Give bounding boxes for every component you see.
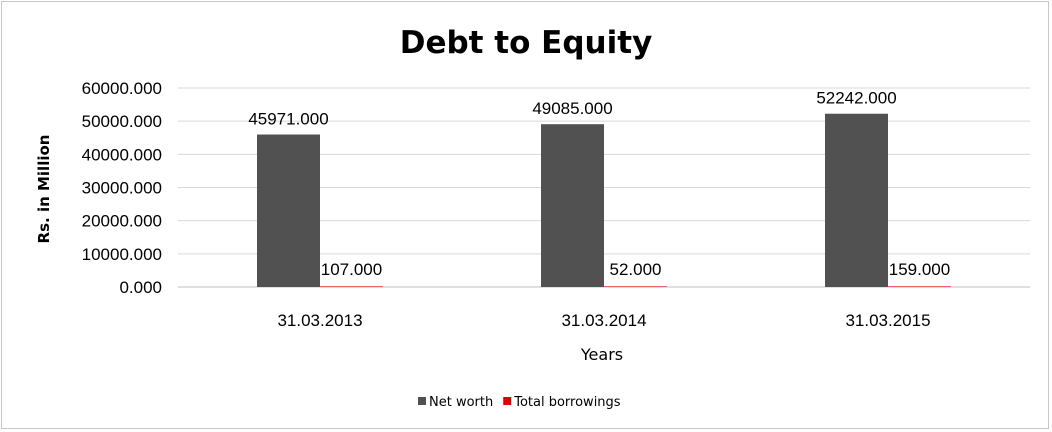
category-label: 31.03.2015 [845,311,930,330]
legend-swatch [418,397,426,405]
bar [257,134,320,287]
bar [888,286,951,287]
x-axis-title: Years [580,345,623,364]
bar [320,286,383,287]
data-label: 52242.000 [816,89,896,108]
y-axis-title: Rs. in Million [35,135,53,244]
data-labels: 45971.000 107.000 49085.000 52.000 52242.000… [248,89,950,279]
data-label: 107.000 [321,260,382,279]
chart-title: Debt to Equity [400,25,653,61]
y-tick-label: 0.000 [119,278,162,297]
y-tick-label: 10000.000 [82,245,162,264]
legend-entry: Net worth [429,395,493,410]
y-tick-label: 40000.000 [82,145,162,164]
data-label: 45971.000 [248,110,328,129]
y-tick-label: 20000.000 [82,212,162,231]
y-tick-label: 50000.000 [82,112,162,131]
legend-swatch [503,397,512,405]
category-labels: 31.03.2013 31.03.2014 31.03.2015 [277,311,930,330]
category-label: 31.03.2014 [561,311,646,330]
y-tick-label: 30000.000 [82,179,162,198]
data-label: 49085.000 [532,99,612,118]
bar [541,124,604,287]
legend-entry: Total borrowings [513,395,621,410]
legend: Net worth Total borrowings [418,395,621,410]
bar [604,286,667,287]
data-label: 52.000 [610,260,662,279]
data-label: 159.000 [889,260,950,279]
bars [257,113,951,287]
y-tick-labels: 0.000 10000.000 20000.000 30000.000 40000.00… [82,79,162,297]
bar [825,113,888,287]
y-tick-label: 60000.000 [82,79,162,98]
category-label: 31.03.2013 [277,311,362,330]
